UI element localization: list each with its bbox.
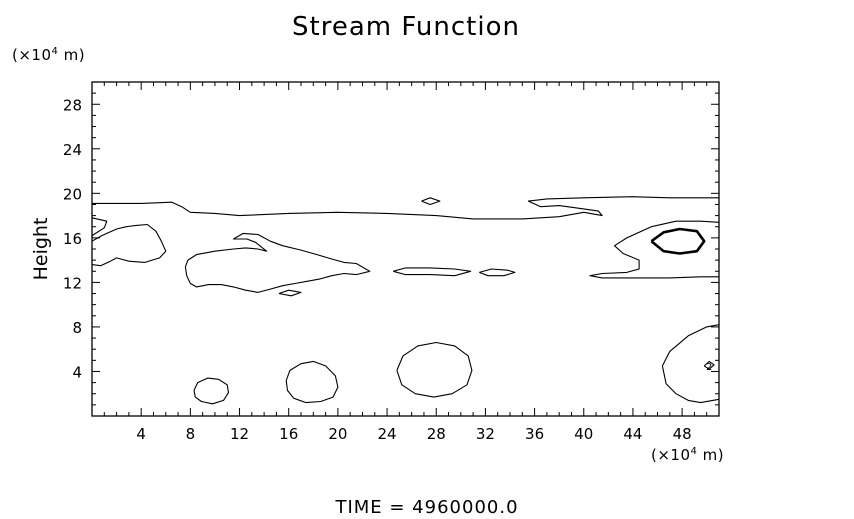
contour-central-blob [184, 232, 371, 293]
plot-frame [91, 81, 720, 417]
x-axis-unit: (×104 m) [651, 446, 725, 464]
x-tick-label: 20 [328, 425, 347, 443]
x-tick-label: 40 [574, 425, 593, 443]
x-tick-label: 48 [673, 425, 692, 443]
y-tick-label: 8 [72, 319, 82, 337]
time-readout: TIME = 4960000.0 [335, 497, 519, 518]
y-axis-label: Height [30, 218, 52, 281]
contour-bubble-1 [193, 377, 230, 405]
contour-bubble-3 [396, 341, 473, 398]
contour-bottom-right-tiny [703, 360, 715, 370]
contour-label: 2 [706, 362, 712, 373]
contour-bottom-right-arc [661, 324, 720, 404]
y-tick-label: 12 [63, 274, 82, 292]
contour-small-loop-a [278, 289, 302, 297]
x-tick-label: 32 [476, 425, 495, 443]
contour-bubble-2 [285, 360, 339, 404]
x-tick-label: 12 [230, 425, 249, 443]
contour-left-edge-lower [91, 217, 108, 237]
contour-small-loop-c [479, 268, 516, 277]
y-tick-label: 4 [72, 363, 82, 381]
y-tick-label: 20 [63, 185, 82, 203]
contour-left-blob [91, 223, 167, 267]
contour-right-band [589, 220, 720, 279]
y-tick-label: 24 [63, 141, 82, 159]
x-tick-label: 8 [186, 425, 196, 443]
y-tick-label: 16 [63, 230, 82, 248]
x-tick-label: 36 [525, 425, 544, 443]
x-tick-label: 16 [279, 425, 298, 443]
y-tick-label: 28 [63, 96, 82, 114]
x-tick-label: 4 [136, 425, 146, 443]
chart-title: Stream Function [292, 12, 520, 42]
contour-upper-band [92, 196, 719, 220]
x-tick-label: 24 [378, 425, 397, 443]
x-tick-label: 28 [427, 425, 446, 443]
contour-right-bold-core [650, 227, 706, 255]
x-tick-label: 44 [623, 425, 642, 443]
y-axis-unit: (×104 m) [12, 46, 86, 64]
contour-small-mark-top [421, 197, 441, 206]
contour-small-loop-b [393, 267, 472, 277]
